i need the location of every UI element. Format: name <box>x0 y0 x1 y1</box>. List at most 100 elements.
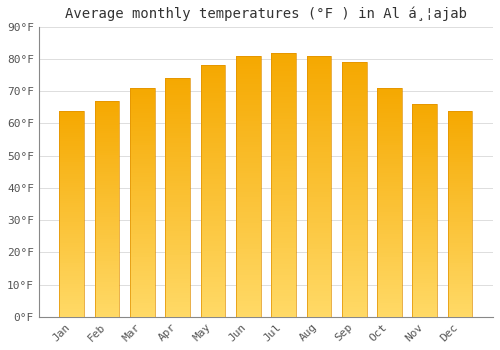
Bar <box>60 259 84 261</box>
Bar <box>94 287 120 289</box>
Bar <box>271 253 296 256</box>
Bar <box>60 123 84 125</box>
Bar <box>60 265 84 267</box>
Bar <box>130 166 155 168</box>
Bar <box>200 229 226 231</box>
Bar <box>271 182 296 185</box>
Bar <box>166 88 190 90</box>
Bar <box>94 315 120 317</box>
Bar <box>236 121 260 124</box>
Bar <box>130 278 155 280</box>
Bar <box>377 145 402 147</box>
Bar <box>377 289 402 292</box>
Bar <box>412 238 437 240</box>
Bar <box>271 201 296 203</box>
Bar <box>377 257 402 260</box>
Bar <box>94 254 120 256</box>
Bar <box>130 282 155 285</box>
Bar <box>236 204 260 207</box>
Bar <box>236 139 260 142</box>
Bar <box>200 174 226 176</box>
Bar <box>166 81 190 83</box>
Bar <box>448 257 472 259</box>
Bar <box>412 287 437 289</box>
Bar <box>448 222 472 224</box>
Bar <box>60 183 84 185</box>
Bar <box>94 220 120 222</box>
Bar <box>448 245 472 247</box>
Bar <box>130 255 155 257</box>
Bar <box>94 295 120 298</box>
Bar <box>166 135 190 138</box>
Bar <box>60 135 84 137</box>
Bar <box>342 72 366 75</box>
Bar <box>236 71 260 74</box>
Bar <box>306 56 331 317</box>
Bar <box>236 66 260 69</box>
Bar <box>271 61 296 63</box>
Bar <box>377 260 402 262</box>
Bar <box>448 199 472 201</box>
Bar <box>166 255 190 257</box>
Bar <box>166 133 190 135</box>
Bar <box>448 259 472 261</box>
Bar <box>342 144 366 146</box>
Bar <box>60 168 84 170</box>
Bar <box>200 88 226 91</box>
Bar <box>166 186 190 188</box>
Bar <box>200 131 226 133</box>
Bar <box>448 228 472 230</box>
Bar <box>271 52 296 55</box>
Bar <box>377 239 402 241</box>
Bar <box>236 244 260 246</box>
Bar <box>342 126 366 128</box>
Bar <box>94 133 120 135</box>
Bar <box>94 282 120 285</box>
Bar <box>94 256 120 259</box>
Bar <box>306 69 331 71</box>
Bar <box>130 303 155 305</box>
Bar <box>236 278 260 280</box>
Bar <box>200 287 226 289</box>
Bar <box>130 95 155 97</box>
Bar <box>377 234 402 237</box>
Bar <box>94 209 120 211</box>
Bar <box>412 104 437 106</box>
Bar <box>166 300 190 302</box>
Bar <box>200 93 226 96</box>
Bar <box>412 210 437 212</box>
Bar <box>130 296 155 299</box>
Bar <box>377 161 402 163</box>
Bar <box>94 310 120 313</box>
Bar <box>342 131 366 133</box>
Bar <box>306 64 331 66</box>
Bar <box>271 55 296 58</box>
Bar <box>342 263 366 266</box>
Bar <box>412 298 437 300</box>
Bar <box>271 238 296 240</box>
Bar <box>166 97 190 100</box>
Bar <box>271 74 296 76</box>
Bar <box>271 245 296 248</box>
Bar <box>200 226 226 229</box>
Bar <box>377 244 402 246</box>
Bar <box>306 223 331 225</box>
Bar <box>377 102 402 104</box>
Bar <box>342 302 366 304</box>
Bar <box>306 238 331 241</box>
Bar <box>130 275 155 278</box>
Bar <box>236 306 260 309</box>
Bar <box>271 235 296 238</box>
Bar <box>236 126 260 129</box>
Bar <box>94 226 120 228</box>
Bar <box>271 211 296 214</box>
Bar <box>60 232 84 234</box>
Bar <box>166 95 190 97</box>
Bar <box>200 181 226 184</box>
Bar <box>448 164 472 166</box>
Bar <box>166 152 190 155</box>
Bar <box>448 111 472 317</box>
Bar <box>412 270 437 272</box>
Bar <box>448 181 472 183</box>
Bar <box>60 164 84 166</box>
